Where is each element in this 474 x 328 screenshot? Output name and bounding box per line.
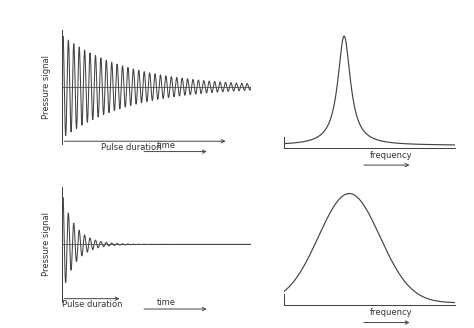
Text: Pressure signal: Pressure signal [42, 212, 51, 277]
Text: Pulse duration: Pulse duration [101, 143, 162, 152]
Text: frequency: frequency [370, 151, 412, 160]
Text: Pressure signal: Pressure signal [42, 55, 51, 119]
Text: time: time [157, 141, 176, 150]
Text: Pulse duration: Pulse duration [62, 300, 122, 309]
Text: time: time [157, 298, 176, 307]
Text: frequency: frequency [370, 308, 412, 317]
